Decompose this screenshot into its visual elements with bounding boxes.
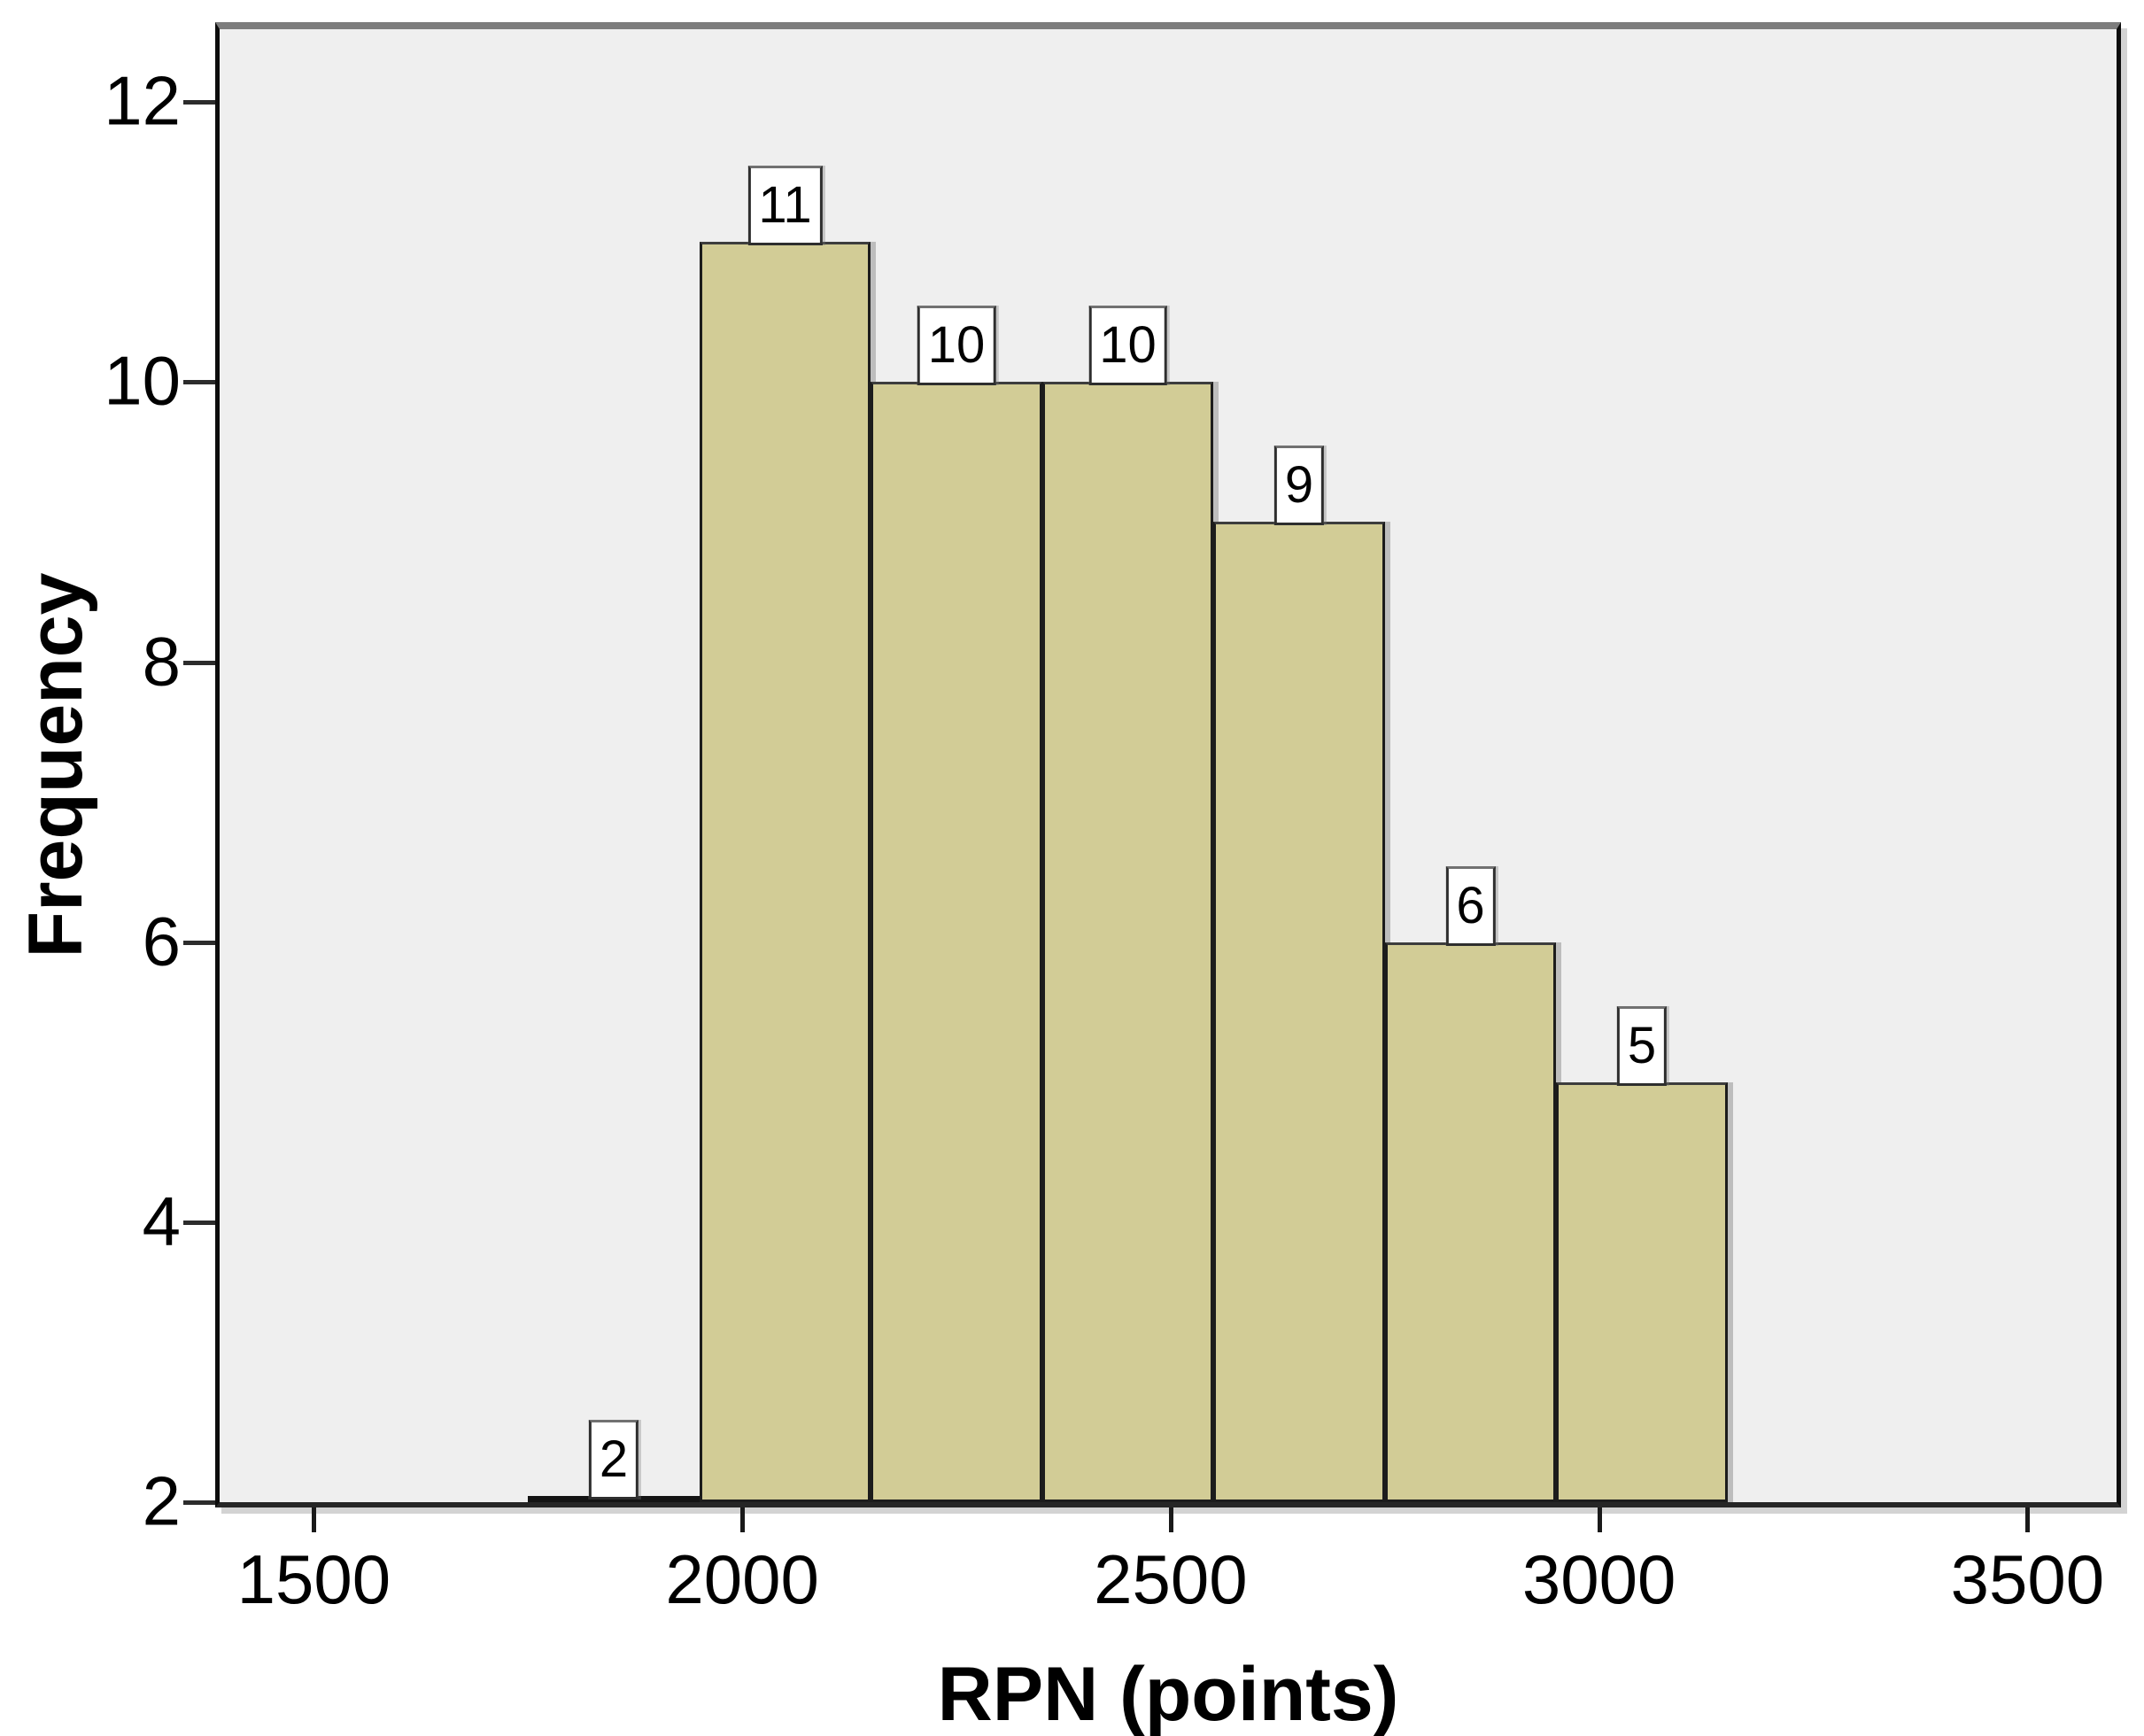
x-tick [2025, 1507, 2031, 1532]
x-tick [1597, 1507, 1602, 1532]
histogram-bar [1213, 522, 1385, 1502]
y-tick [183, 1220, 215, 1225]
histogram-bar [1556, 1081, 1728, 1502]
x-tick [312, 1507, 317, 1532]
histogram-bar [699, 242, 871, 1502]
bar-count-label: 10 [1088, 306, 1167, 386]
y-tick-label: 12 [104, 61, 181, 140]
y-tick [183, 100, 215, 105]
bar-count-label: 2 [588, 1420, 639, 1500]
histogram-bar [1041, 382, 1214, 1502]
bar-count-label: 5 [1616, 1005, 1668, 1086]
plot-area: 2 11 10 10 9 6 5 [215, 22, 2121, 1507]
x-tick-label: 1500 [236, 1540, 391, 1618]
y-tick [183, 1500, 215, 1505]
x-tick-label: 3500 [1950, 1540, 2105, 1618]
y-tick-label: 6 [142, 902, 181, 980]
y-tick-label: 10 [104, 341, 181, 420]
x-tick-label: 3000 [1521, 1540, 1676, 1618]
x-axis-title: RPN (points) [937, 1652, 1399, 1736]
bar-count-label: 6 [1445, 865, 1496, 946]
x-tick-label: 2500 [1094, 1540, 1248, 1618]
y-tick-label: 8 [142, 621, 181, 700]
y-tick [183, 940, 215, 945]
bar-count-label: 9 [1273, 446, 1325, 526]
histogram-bar [1384, 942, 1557, 1502]
bar-count-label: 11 [747, 166, 823, 246]
x-tick [1168, 1507, 1173, 1532]
x-tick [740, 1507, 746, 1532]
x-tick-label: 2000 [665, 1540, 819, 1618]
y-tick [183, 660, 215, 665]
y-tick-label: 2 [142, 1461, 181, 1540]
y-tick-label: 4 [142, 1182, 181, 1260]
histogram-bar [871, 382, 1042, 1502]
y-tick [183, 380, 215, 385]
bar-count-label: 10 [917, 306, 996, 386]
